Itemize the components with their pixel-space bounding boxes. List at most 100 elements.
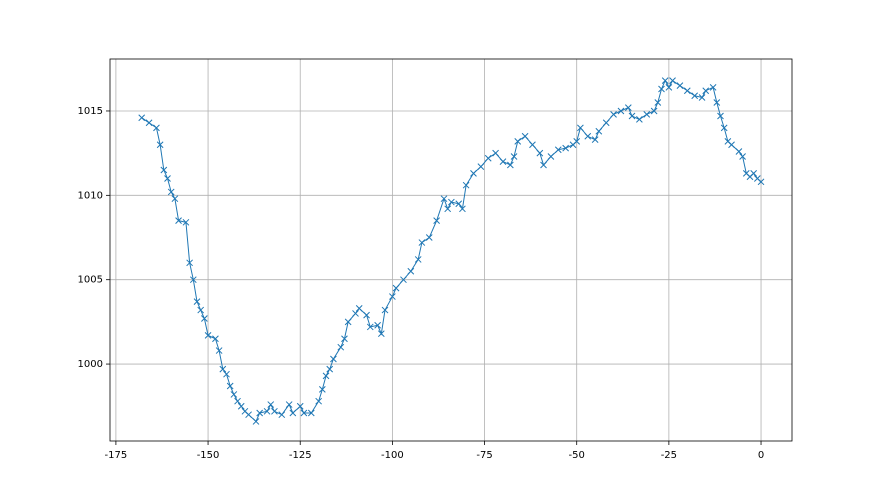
y-tick-label: 1005 [78, 275, 103, 286]
data-marker [352, 310, 359, 317]
data-marker [234, 397, 241, 405]
plot-frame [109, 58, 793, 442]
data-marker [138, 114, 146, 122]
data-marker [624, 104, 632, 111]
data-marker [717, 112, 724, 120]
data-marker [444, 205, 452, 213]
data-marker [499, 158, 507, 165]
data-marker [167, 188, 175, 196]
data-marker [201, 315, 208, 322]
data-marker [514, 137, 522, 145]
data-marker [189, 276, 197, 284]
data-marker [510, 153, 518, 160]
data-marker [318, 386, 326, 393]
data-marker [650, 107, 658, 115]
data-marker [506, 161, 514, 169]
data-marker [212, 335, 219, 343]
data-marker [477, 163, 485, 171]
data-marker [363, 311, 370, 319]
y-tick-label: 1010 [78, 190, 103, 201]
x-tick-label: -125 [289, 450, 312, 461]
data-marker [628, 112, 636, 120]
data-marker [418, 239, 426, 246]
data-marker [215, 347, 223, 354]
data-marker [735, 148, 743, 155]
data-marker [728, 141, 735, 149]
data-marker [470, 170, 477, 177]
x-tick-label: -50 [569, 450, 585, 461]
data-marker [595, 127, 603, 135]
data-marker [322, 372, 330, 380]
x-tick-label: -100 [381, 450, 404, 461]
y-tick-label: 1000 [78, 359, 103, 370]
data-marker [529, 141, 536, 149]
data-marker [289, 409, 297, 417]
x-tick-label: -25 [661, 450, 677, 461]
data-marker [145, 119, 153, 127]
data-marker [337, 343, 345, 351]
data-marker [757, 178, 765, 186]
data-marker [540, 161, 547, 169]
data-marker [186, 259, 193, 267]
data-marker [278, 411, 286, 419]
data-marker [440, 195, 448, 203]
data-marker [709, 83, 717, 91]
x-tick-label: -75 [476, 450, 492, 461]
data-marker [271, 407, 278, 415]
data-marker [296, 402, 304, 410]
x-tick-label: 0 [758, 450, 764, 461]
data-marker [492, 149, 499, 157]
data-marker [691, 92, 699, 100]
data-marker [223, 370, 230, 378]
data-marker [326, 365, 334, 373]
data-marker [197, 306, 205, 314]
data-marker [377, 330, 385, 338]
data-marker [455, 200, 463, 208]
data-marker [462, 181, 470, 189]
data-marker [459, 205, 466, 213]
data-marker [263, 407, 271, 415]
data-marker [610, 110, 617, 118]
data-marker [182, 218, 190, 226]
data-marker [554, 146, 562, 154]
plot-area [110, 59, 792, 441]
data-marker [355, 305, 363, 312]
data-marker [153, 124, 160, 132]
data-marker [193, 298, 201, 305]
data-marker [547, 153, 555, 160]
data-marker [573, 137, 581, 145]
data-marker [669, 77, 676, 84]
data-marker [315, 397, 323, 405]
data-marker [156, 141, 164, 149]
data-marker [654, 99, 662, 106]
data-marker [643, 110, 651, 118]
data-marker [267, 401, 275, 408]
data-marker [584, 132, 592, 140]
data-marker [661, 77, 669, 84]
x-tick-label: -175 [105, 450, 128, 461]
data-marker [341, 335, 348, 343]
data-marker [720, 124, 728, 132]
data-marker [577, 124, 584, 132]
data-marker [536, 149, 544, 157]
data-marker [374, 321, 381, 329]
data-marker [425, 234, 433, 241]
data-marker [414, 256, 422, 263]
data-marker [591, 136, 599, 144]
data-marker [300, 409, 308, 417]
data-line [141, 79, 762, 423]
data-marker [698, 94, 706, 101]
data-marker [521, 132, 529, 140]
data-marker [219, 365, 227, 373]
data-marker [226, 382, 234, 390]
data-marker [713, 99, 721, 106]
data-marker [392, 284, 400, 292]
data-marker [366, 323, 374, 331]
data-marker [252, 418, 260, 425]
data-marker [307, 409, 315, 417]
data-marker [245, 411, 252, 419]
data-marker [665, 83, 673, 91]
data-marker [702, 87, 710, 95]
data-marker [433, 217, 440, 224]
